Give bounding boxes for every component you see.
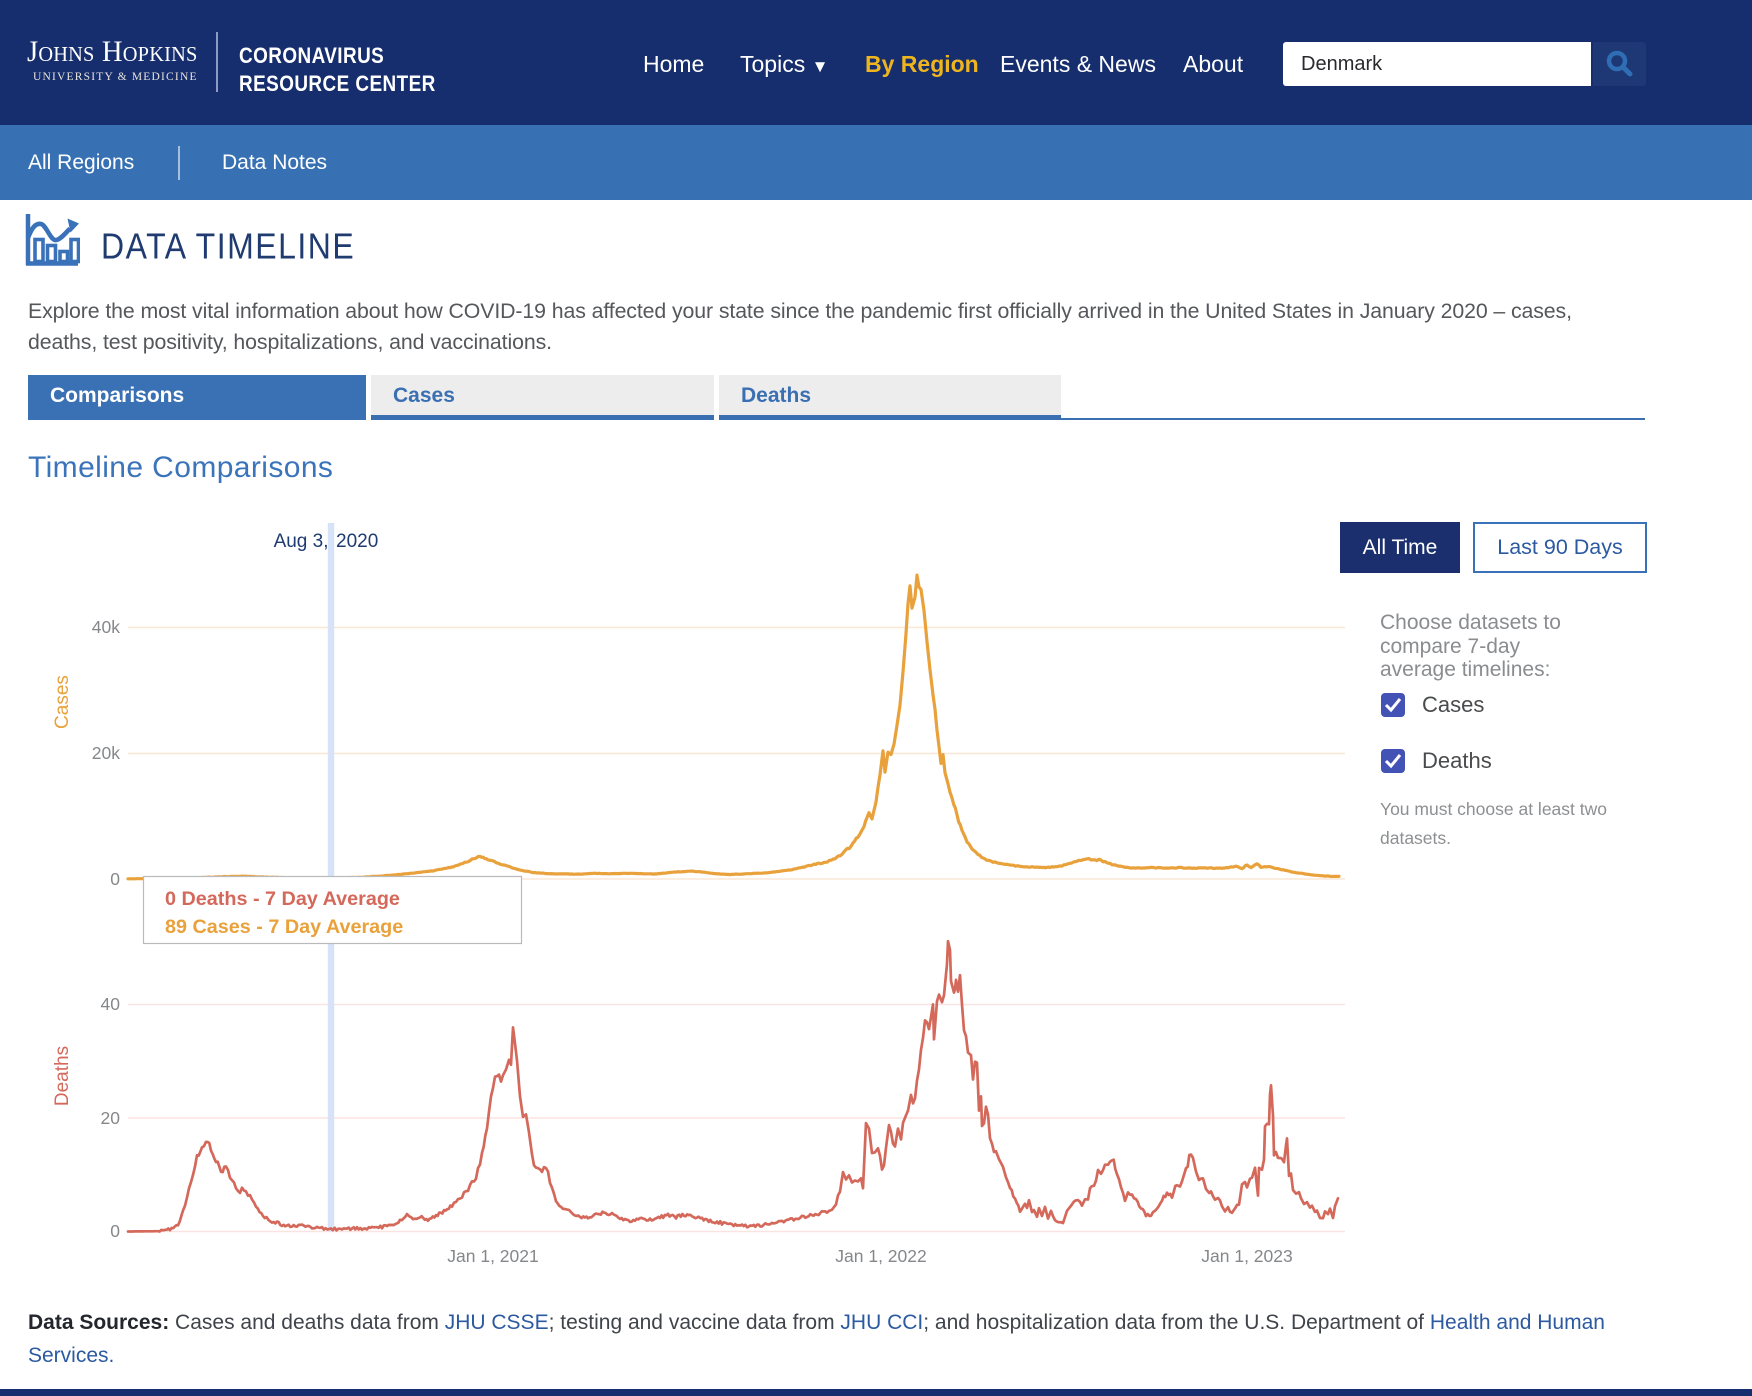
svg-text:40: 40 <box>101 994 121 1014</box>
svg-text:Aug 3,: Aug 3, <box>274 531 329 552</box>
svg-text:2020: 2020 <box>336 531 378 552</box>
svg-text:40k: 40k <box>92 617 120 637</box>
svg-text:20k: 20k <box>92 743 120 763</box>
svg-text:Cases: Cases <box>52 675 73 729</box>
svg-text:20: 20 <box>101 1108 121 1128</box>
svg-text:Jan 1, 2022: Jan 1, 2022 <box>835 1246 926 1266</box>
svg-text:Deaths: Deaths <box>52 1046 73 1106</box>
svg-text:Jan 1, 2023: Jan 1, 2023 <box>1201 1246 1292 1266</box>
svg-text:0: 0 <box>110 869 120 889</box>
svg-text:0: 0 <box>110 1221 120 1241</box>
svg-text:0 Deaths - 7 Day Average: 0 Deaths - 7 Day Average <box>165 888 400 910</box>
svg-text:Jan 1, 2021: Jan 1, 2021 <box>447 1246 538 1266</box>
svg-text:89 Cases - 7 Day Average: 89 Cases - 7 Day Average <box>165 916 403 938</box>
